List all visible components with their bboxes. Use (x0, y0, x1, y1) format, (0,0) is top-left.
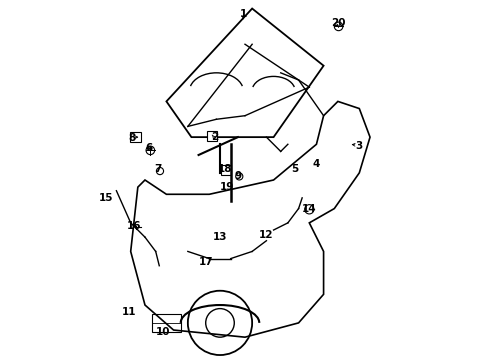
Text: 12: 12 (259, 230, 274, 240)
Text: 20: 20 (331, 18, 345, 28)
Text: 16: 16 (127, 221, 142, 231)
Text: 19: 19 (220, 182, 234, 192)
Text: 7: 7 (154, 164, 161, 174)
Polygon shape (130, 132, 141, 143)
Polygon shape (221, 165, 231, 175)
Text: 10: 10 (156, 327, 170, 337)
Text: 9: 9 (234, 171, 242, 181)
Text: 14: 14 (302, 203, 317, 213)
Text: 4: 4 (313, 159, 320, 169)
Text: 15: 15 (98, 193, 113, 203)
Text: 2: 2 (211, 132, 218, 142)
Text: 5: 5 (292, 164, 298, 174)
Text: 11: 11 (122, 307, 136, 317)
Text: 17: 17 (198, 257, 213, 267)
Text: 3: 3 (356, 141, 363, 151)
Text: 18: 18 (218, 164, 233, 174)
Polygon shape (207, 131, 217, 141)
Text: 8: 8 (129, 133, 136, 143)
Text: 1: 1 (240, 9, 247, 19)
Text: 13: 13 (213, 232, 227, 242)
Text: 6: 6 (145, 143, 152, 153)
